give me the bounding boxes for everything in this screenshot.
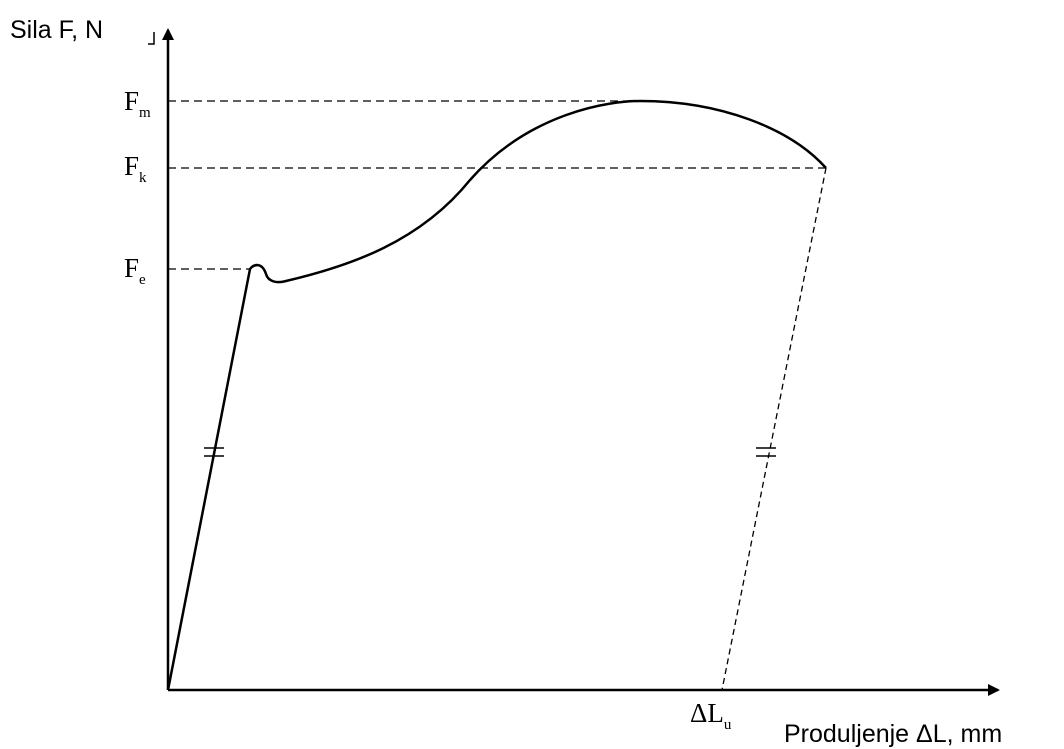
tick-label-fm: Fm xyxy=(124,86,151,121)
tick-label-fe: Fe xyxy=(124,253,146,288)
parallel-mark-left xyxy=(204,447,224,457)
unloading-line xyxy=(721,167,827,691)
axis-hook-mark xyxy=(148,32,155,45)
y-axis-title: Sila F, N xyxy=(10,16,103,44)
tick-label-dlu: ΔLu xyxy=(690,698,732,733)
parallel-mark-right xyxy=(756,447,776,457)
force-elongation-curve xyxy=(166,99,827,691)
x-axis-title: Produljenje ΔL, mm xyxy=(784,720,1002,748)
tick-label-fk: Fk xyxy=(124,151,147,186)
